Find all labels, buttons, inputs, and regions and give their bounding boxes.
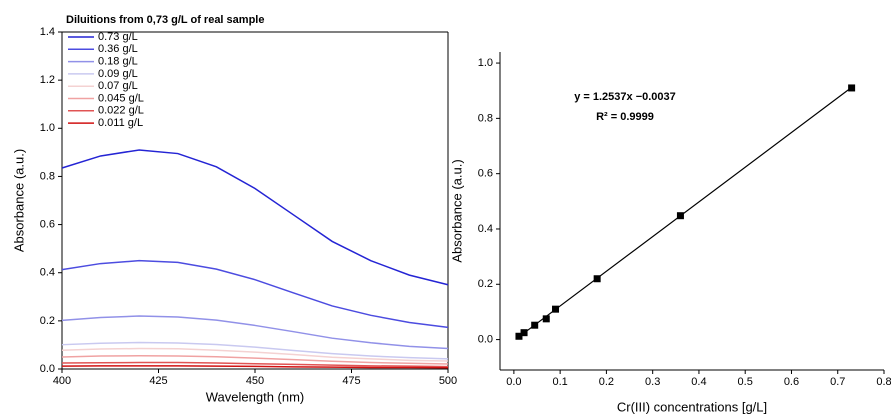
x-tick-label: 0.7 <box>830 376 845 388</box>
series-line <box>61 361 449 368</box>
data-point <box>676 212 684 220</box>
data-point <box>552 305 560 313</box>
y-tick-label: 0.6 <box>40 218 55 230</box>
data-point <box>531 321 539 329</box>
legend-label: 0.73 g/L <box>98 31 138 43</box>
y-tick-label: 0.4 <box>40 267 55 279</box>
series-line <box>61 347 449 362</box>
series-line <box>61 365 449 369</box>
y-tick-label: 0.2 <box>40 315 55 327</box>
legend-label: 0.09 g/L <box>98 68 138 80</box>
x-tick-label: 0.8 <box>876 376 891 388</box>
data-point <box>593 275 601 283</box>
x-tick-label: 450 <box>246 375 264 387</box>
series-line <box>61 315 449 350</box>
y-tick-label: 1.0 <box>40 122 55 134</box>
y-tick-label: 1.4 <box>40 26 55 38</box>
y-axis-label: Absorbance (a.u.) <box>11 149 26 252</box>
legend-label: 0.18 g/L <box>98 56 138 68</box>
y-tick-label: 0.0 <box>40 363 55 375</box>
legend-label: 0.022 g/L <box>98 105 144 117</box>
x-axis-label: Wavelength (nm) <box>206 389 305 404</box>
y-tick-label: 0.2 <box>478 278 493 290</box>
legend-label: 0.011 g/L <box>98 117 143 129</box>
series-line <box>61 259 449 329</box>
r-squared: R² = 0.9999 <box>596 111 654 123</box>
x-tick-label: 0.5 <box>738 376 753 388</box>
x-tick-label: 0.0 <box>506 376 521 388</box>
x-tick-label: 475 <box>342 375 360 387</box>
y-tick-label: 0.8 <box>478 112 493 124</box>
y-axis-label: Absorbance (a.u.) <box>449 159 464 262</box>
data-point <box>848 84 856 92</box>
fit-line <box>518 86 852 338</box>
series-line <box>61 341 449 360</box>
chart-title: Diluitions from 0,73 g/L of real sample <box>66 14 264 26</box>
legend-label: 0.07 g/L <box>98 80 138 92</box>
x-tick-label: 500 <box>439 375 457 387</box>
data-point <box>515 332 523 340</box>
y-tick-label: 0.0 <box>478 333 493 345</box>
x-tick-label: 0.6 <box>784 376 799 388</box>
x-tick-label: 0.2 <box>599 376 614 388</box>
x-tick-label: 425 <box>149 375 167 387</box>
y-tick-label: 0.4 <box>478 223 493 235</box>
equation: y = 1.2537x −0.0037 <box>574 91 676 103</box>
x-tick-label: 400 <box>53 375 71 387</box>
x-axis-label: Cr(III) concentrations [g/L] <box>617 399 767 414</box>
y-tick-label: 0.8 <box>40 170 55 182</box>
y-tick-label: 1.0 <box>478 57 493 69</box>
data-point <box>520 329 528 337</box>
y-tick-label: 0.6 <box>478 168 493 180</box>
series-line <box>61 149 449 286</box>
data-point <box>542 315 550 323</box>
y-tick-label: 1.2 <box>40 74 55 86</box>
x-tick-label: 0.1 <box>552 376 567 388</box>
x-tick-label: 0.3 <box>645 376 660 388</box>
series-line <box>61 355 449 365</box>
legend-label: 0.36 g/L <box>98 43 138 55</box>
x-tick-label: 0.4 <box>691 376 706 388</box>
legend-label: 0.045 g/L <box>98 92 144 104</box>
